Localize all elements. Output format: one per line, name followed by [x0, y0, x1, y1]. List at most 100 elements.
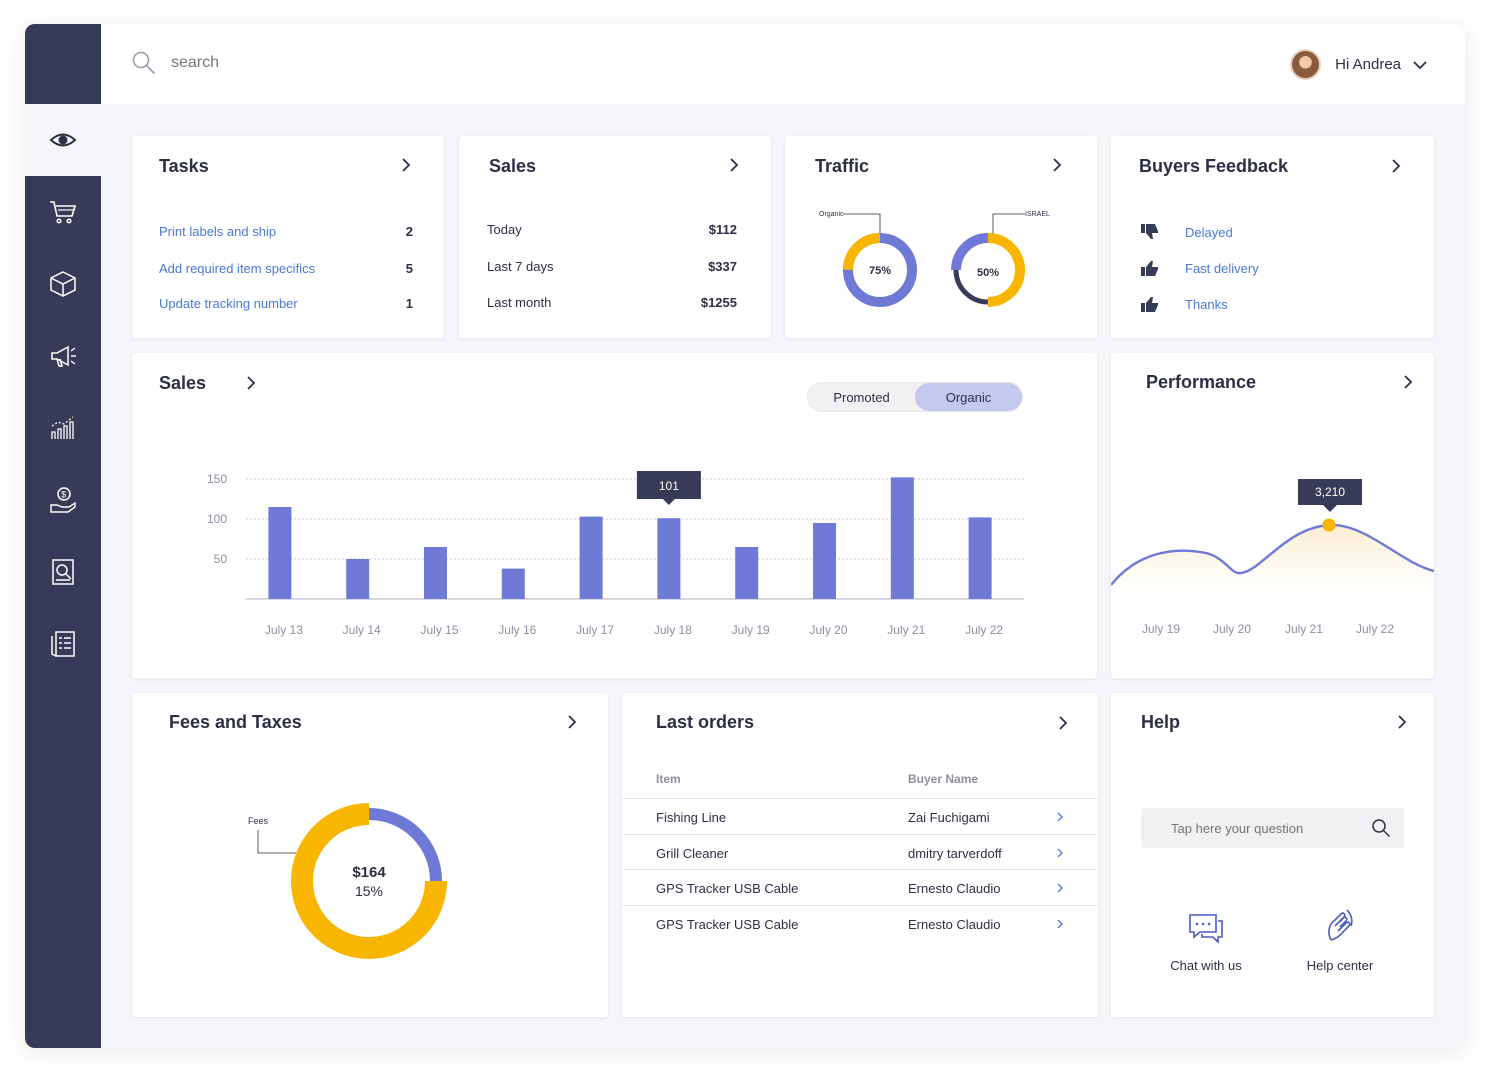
- feedback-link[interactable]: Delayed: [1185, 224, 1233, 240]
- bar[interactable]: [657, 518, 681, 599]
- fees-chevron-icon[interactable]: [565, 715, 579, 729]
- sidebar-item-performance[interactable]: [25, 392, 101, 464]
- performance-line: [1111, 523, 1434, 586]
- task-row: Update tracking number 1: [159, 296, 413, 311]
- growth-chart-icon: [51, 416, 74, 439]
- sales-chart-chevron-icon[interactable]: [244, 376, 258, 390]
- x-tick-label: July 22: [965, 623, 1003, 637]
- bar[interactable]: [268, 507, 292, 599]
- bar-tooltip-text: 101: [659, 479, 679, 493]
- bar[interactable]: [968, 517, 992, 599]
- table-row[interactable]: GPS Tracker USB Cable Ernesto Claudio: [622, 905, 1098, 941]
- orders-header-item: Item: [656, 772, 681, 786]
- table-row[interactable]: GPS Tracker USB Cable Ernesto Claudio: [622, 869, 1098, 905]
- sidebar-item-overview[interactable]: [25, 104, 101, 176]
- search-input[interactable]: [171, 54, 471, 72]
- search-icon[interactable]: [1371, 818, 1391, 838]
- sidebar-header: [25, 24, 101, 104]
- order-buyer: dmitry tarverdoff: [908, 846, 1002, 861]
- sales-summary-chevron-icon[interactable]: [727, 158, 741, 172]
- chevron-right-icon[interactable]: [1056, 883, 1064, 893]
- performance-title: Performance: [1146, 372, 1257, 392]
- user-menu[interactable]: Hi Andrea: [1290, 49, 1427, 80]
- feedback-link[interactable]: Fast delivery: [1185, 260, 1259, 276]
- chat-with-us-label: Chat with us: [1170, 958, 1242, 973]
- help-question-input[interactable]: [1171, 820, 1361, 836]
- document-search-icon: [52, 559, 74, 585]
- sales-summary-row: Today $112: [487, 222, 737, 237]
- order-buyer: Ernesto Claudio: [908, 881, 1001, 896]
- fees-callout: Fees: [248, 816, 269, 826]
- traffic-callout-1: Organic: [819, 211, 844, 218]
- sidebar-item-marketing[interactable]: [25, 320, 101, 392]
- traffic-chevron-icon[interactable]: [1050, 158, 1064, 172]
- task-link[interactable]: Update tracking number: [159, 296, 298, 311]
- order-item: GPS Tracker USB Cable: [656, 917, 799, 932]
- sidebar-item-orders[interactable]: [25, 176, 101, 248]
- cart-icon: [50, 201, 77, 224]
- toggle-promoted[interactable]: Promoted: [833, 389, 890, 405]
- x-tick-label: July 20: [809, 623, 847, 637]
- chevron-down-icon[interactable]: [1413, 60, 1427, 70]
- sales-chart-title: Sales: [159, 373, 207, 393]
- bar[interactable]: [346, 559, 370, 599]
- feedback-title: Buyers Feedback: [1139, 156, 1289, 176]
- sidebar-item-listings[interactable]: [25, 248, 101, 320]
- performance-chevron-icon[interactable]: [1401, 375, 1415, 389]
- sidebar-item-research[interactable]: [25, 536, 101, 608]
- sales-period-label: Last 7 days: [487, 259, 554, 274]
- help-title: Help: [1141, 712, 1181, 732]
- handshake-icon: [1328, 909, 1353, 941]
- performance-highlight-point[interactable]: [1322, 518, 1336, 532]
- performance-area-chart: 3,210 July 19 July 20 July 21 July 22: [1111, 479, 1434, 636]
- table-row[interactable]: Fishing Line Zai Fuchigami: [622, 798, 1098, 834]
- chevron-right-icon[interactable]: [1056, 848, 1064, 858]
- task-link[interactable]: Print labels and ship: [159, 224, 277, 239]
- megaphone-icon: [51, 345, 76, 367]
- traffic-donut-1-label: 75%: [869, 265, 891, 277]
- orders-chevron-icon[interactable]: [1056, 716, 1070, 730]
- sales-summary-row: Last month $1255: [487, 295, 737, 310]
- y-tick-label: 100: [207, 512, 227, 526]
- bar-tooltip-pointer: [662, 499, 675, 505]
- bar[interactable]: [813, 523, 836, 599]
- help-chevron-icon[interactable]: [1395, 715, 1409, 729]
- feedback-chevron-icon[interactable]: [1389, 159, 1403, 173]
- order-buyer: Ernesto Claudio: [908, 917, 1001, 932]
- avatar[interactable]: [1290, 49, 1322, 80]
- sales-period-value: $112: [708, 222, 737, 237]
- tasks-title: Tasks: [159, 156, 209, 176]
- bar[interactable]: [424, 547, 447, 599]
- chevron-right-icon[interactable]: [1056, 812, 1064, 822]
- sidebar-item-payments[interactable]: $: [25, 464, 101, 536]
- feedback-item: Thanks: [1141, 295, 1228, 313]
- orders-title: Last orders: [656, 712, 755, 732]
- sales-chart-card: Sales Promoted Organic 50 100 150 July 13 Ju…: [132, 353, 1097, 678]
- help-center-button[interactable]: Help center: [1295, 906, 1385, 973]
- chevron-right-icon[interactable]: [1056, 919, 1064, 929]
- performance-card: Performance 3,210 July 19 July 20 July 21 J…: [1111, 353, 1434, 678]
- x-tick-label: July 14: [343, 623, 381, 637]
- feedback-link[interactable]: Thanks: [1185, 296, 1228, 312]
- task-count: 1: [405, 296, 413, 311]
- order-buyer: Zai Fuchigami: [908, 810, 990, 825]
- bar-tooltip-box: [636, 471, 701, 499]
- traffic-card: Traffic Organic 75% ISRAEL 50%: [785, 136, 1097, 338]
- sidebar-item-reports[interactable]: [25, 608, 101, 680]
- search-bar: [131, 50, 471, 76]
- search-icon[interactable]: [131, 50, 157, 76]
- user-greeting: Hi Andrea: [1335, 56, 1401, 73]
- bar[interactable]: [501, 568, 525, 599]
- chat-with-us-button[interactable]: Chat with us: [1161, 913, 1251, 973]
- table-row[interactable]: Grill Cleaner dmitry tarverdoff: [622, 834, 1098, 870]
- orders-header-buyer: Buyer Name: [908, 772, 979, 786]
- sales-period-value: $1255: [700, 295, 737, 310]
- bar[interactable]: [735, 547, 759, 599]
- performance-tooltip-box: [1298, 479, 1362, 505]
- task-link[interactable]: Add required item specifics: [159, 261, 316, 276]
- thumbs-up-icon: [1141, 297, 1158, 312]
- bar[interactable]: [890, 477, 914, 599]
- bar[interactable]: [579, 516, 603, 599]
- tasks-chevron-icon[interactable]: [399, 158, 413, 172]
- toggle-organic[interactable]: Organic: [915, 383, 1022, 411]
